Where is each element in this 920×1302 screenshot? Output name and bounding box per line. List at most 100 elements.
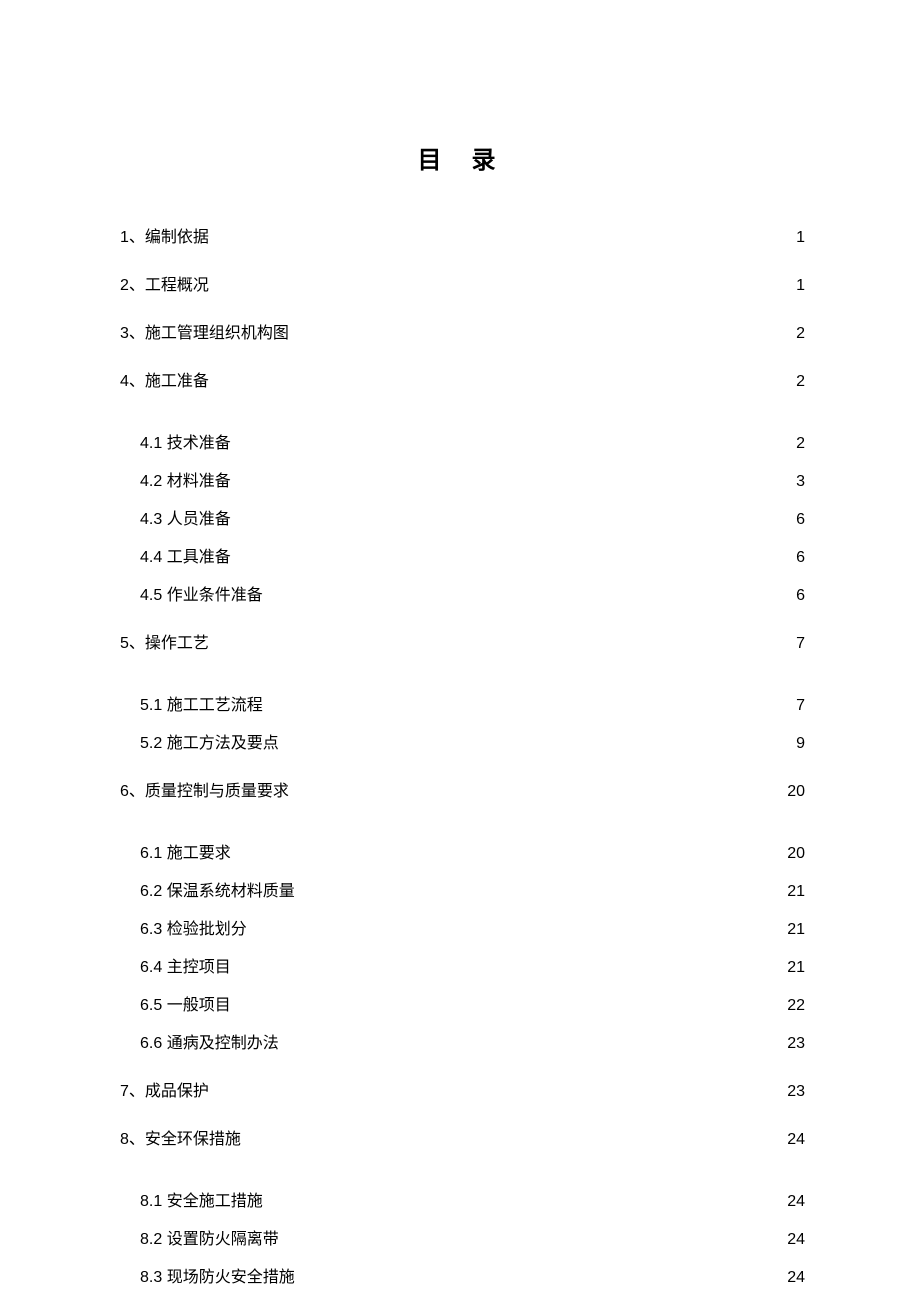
toc-entry-number: 4.3 bbox=[140, 511, 167, 528]
toc-entry-label: 8、安全环保措施 bbox=[120, 1125, 241, 1149]
toc-entry-label: 7、成品保护 bbox=[120, 1077, 209, 1101]
toc-entry-number: 4.4 bbox=[140, 549, 167, 566]
toc-entry-label: 5.1 施工工艺流程 bbox=[140, 691, 263, 715]
toc-entry-label: 6.3 检验批划分 bbox=[140, 915, 247, 939]
toc-entry-text: 主控项目 bbox=[167, 959, 231, 976]
toc-entry-label: 3、施工管理组织机构图 bbox=[120, 319, 289, 343]
toc-entry-number: 4.2 bbox=[140, 473, 167, 490]
toc-entry-page: 24 bbox=[787, 1193, 805, 1211]
toc-entry-level-2: 4.1 技术准备 2 bbox=[120, 429, 805, 453]
toc-entry-level-2: 6.4 主控项目 21 bbox=[120, 953, 805, 977]
toc-entry-number: 4.5 bbox=[140, 587, 167, 604]
toc-entry-label: 4.2 材料准备 bbox=[140, 467, 231, 491]
toc-entry-number: 4.1 bbox=[140, 435, 167, 452]
toc-entry-level-2: 5.1 施工工艺流程7 bbox=[120, 691, 805, 715]
toc-entry-label: 6.2 保温系统材料质量 bbox=[140, 877, 295, 901]
toc-entry-number: 5.2 bbox=[140, 735, 167, 752]
toc-container: 1、编制依据12、工程概况13、施工管理组织机构图24、施工准备24.1 技术准… bbox=[120, 223, 805, 1287]
toc-entry-level-2: 4.5 作业条件准备6 bbox=[120, 581, 805, 605]
toc-entry-page: 7 bbox=[787, 635, 805, 653]
toc-entry-level-1: 5、操作工艺7 bbox=[120, 629, 805, 653]
toc-entry-page: 23 bbox=[787, 1083, 805, 1101]
toc-entry-page: 21 bbox=[787, 959, 805, 977]
toc-entry-number: 6.3 bbox=[140, 921, 167, 938]
toc-entry-page: 21 bbox=[787, 883, 805, 901]
toc-section-spacer bbox=[120, 663, 805, 677]
toc-entry-number: 7、 bbox=[120, 1083, 145, 1100]
toc-entry-text: 材料准备 bbox=[167, 473, 231, 490]
toc-entry-page: 24 bbox=[787, 1131, 805, 1149]
toc-entry-level-2: 6.2 保温系统材料质量 21 bbox=[120, 877, 805, 901]
toc-entry-text: 技术准备 bbox=[167, 435, 231, 452]
toc-entry-number: 1、 bbox=[120, 229, 145, 246]
toc-entry-page: 24 bbox=[787, 1231, 805, 1249]
toc-entry-text: 作业条件准备 bbox=[167, 587, 263, 604]
toc-entry-label: 4、施工准备 bbox=[120, 367, 209, 391]
toc-entry-label: 2、工程概况 bbox=[120, 271, 209, 295]
toc-entry-number: 8.1 bbox=[140, 1193, 167, 1210]
toc-entry-level-2: 4.2 材料准备 3 bbox=[120, 467, 805, 491]
toc-entry-label: 6.1 施工要求 bbox=[140, 839, 231, 863]
toc-entry-page: 20 bbox=[787, 783, 805, 801]
toc-entry-page: 24 bbox=[787, 1269, 805, 1287]
toc-entry-text: 保温系统材料质量 bbox=[167, 883, 295, 900]
toc-entry-number: 6.1 bbox=[140, 845, 167, 862]
toc-entry-label: 4.1 技术准备 bbox=[140, 429, 231, 453]
toc-entry-level-1: 3、施工管理组织机构图2 bbox=[120, 319, 805, 343]
toc-entry-page: 23 bbox=[787, 1035, 805, 1053]
toc-entry-text: 工程概况 bbox=[145, 277, 209, 294]
toc-entry-number: 8.3 bbox=[140, 1269, 167, 1286]
toc-entry-level-1: 2、工程概况 1 bbox=[120, 271, 805, 295]
toc-entry-text: 施工方法及要点 bbox=[167, 735, 279, 752]
toc-entry-level-2: 6.3 检验批划分21 bbox=[120, 915, 805, 939]
toc-entry-label: 4.4 工具准备 bbox=[140, 543, 231, 567]
toc-entry-level-2: 6.1 施工要求 20 bbox=[120, 839, 805, 863]
toc-entry-page: 1 bbox=[787, 277, 805, 295]
toc-entry-text: 设置防火隔离带 bbox=[167, 1231, 279, 1248]
toc-entry-number: 6.5 bbox=[140, 997, 167, 1014]
toc-entry-level-2: 8.1 安全施工措施 24 bbox=[120, 1187, 805, 1211]
toc-entry-text: 安全环保措施 bbox=[145, 1131, 241, 1148]
toc-entry-page: 2 bbox=[787, 435, 805, 453]
toc-entry-page: 2 bbox=[787, 373, 805, 391]
toc-entry-level-1: 6、质量控制与质量要求20 bbox=[120, 777, 805, 801]
toc-entry-level-2: 4.3 人员准备 6 bbox=[120, 505, 805, 529]
toc-entry-label: 8.1 安全施工措施 bbox=[140, 1187, 263, 1211]
toc-entry-number: 5.1 bbox=[140, 697, 167, 714]
toc-entry-text: 编制依据 bbox=[145, 229, 209, 246]
toc-entry-text: 施工管理组织机构图 bbox=[145, 325, 289, 342]
toc-title: 目 录 bbox=[120, 140, 805, 175]
toc-entry-text: 质量控制与质量要求 bbox=[145, 783, 289, 800]
toc-entry-level-1: 1、编制依据 1 bbox=[120, 223, 805, 247]
toc-entry-text: 通病及控制办法 bbox=[167, 1035, 279, 1052]
toc-entry-page: 20 bbox=[787, 845, 805, 863]
toc-entry-text: 现场防火安全措施 bbox=[167, 1269, 295, 1286]
toc-entry-level-2: 5.2 施工方法及要点9 bbox=[120, 729, 805, 753]
toc-entry-level-2: 6.6 通病及控制办法 23 bbox=[120, 1029, 805, 1053]
toc-section-spacer bbox=[120, 401, 805, 415]
toc-entry-level-1: 7、成品保护 23 bbox=[120, 1077, 805, 1101]
toc-entry-text: 工具准备 bbox=[167, 549, 231, 566]
toc-entry-number: 6.4 bbox=[140, 959, 167, 976]
toc-entry-text: 操作工艺 bbox=[145, 635, 209, 652]
toc-entry-number: 6.6 bbox=[140, 1035, 167, 1052]
toc-section-spacer bbox=[120, 1159, 805, 1173]
toc-entry-level-2: 8.2 设置防火隔离带24 bbox=[120, 1225, 805, 1249]
toc-entry-text: 施工工艺流程 bbox=[167, 697, 263, 714]
toc-entry-label: 4.5 作业条件准备 bbox=[140, 581, 263, 605]
toc-entry-number: 4、 bbox=[120, 373, 145, 390]
toc-entry-number: 6.2 bbox=[140, 883, 167, 900]
toc-entry-text: 检验批划分 bbox=[167, 921, 247, 938]
toc-entry-label: 6.6 通病及控制办法 bbox=[140, 1029, 279, 1053]
toc-entry-level-1: 8、安全环保措施 24 bbox=[120, 1125, 805, 1149]
toc-entry-text: 一般项目 bbox=[167, 997, 231, 1014]
toc-entry-page: 1 bbox=[787, 229, 805, 247]
toc-entry-level-1: 4、施工准备 2 bbox=[120, 367, 805, 391]
toc-entry-number: 2、 bbox=[120, 277, 145, 294]
toc-entry-text: 成品保护 bbox=[145, 1083, 209, 1100]
toc-entry-label: 5.2 施工方法及要点 bbox=[140, 729, 279, 753]
toc-entry-page: 6 bbox=[787, 511, 805, 529]
toc-entry-page: 22 bbox=[787, 997, 805, 1015]
toc-entry-number: 3、 bbox=[120, 325, 145, 342]
toc-entry-label: 4.3 人员准备 bbox=[140, 505, 231, 529]
